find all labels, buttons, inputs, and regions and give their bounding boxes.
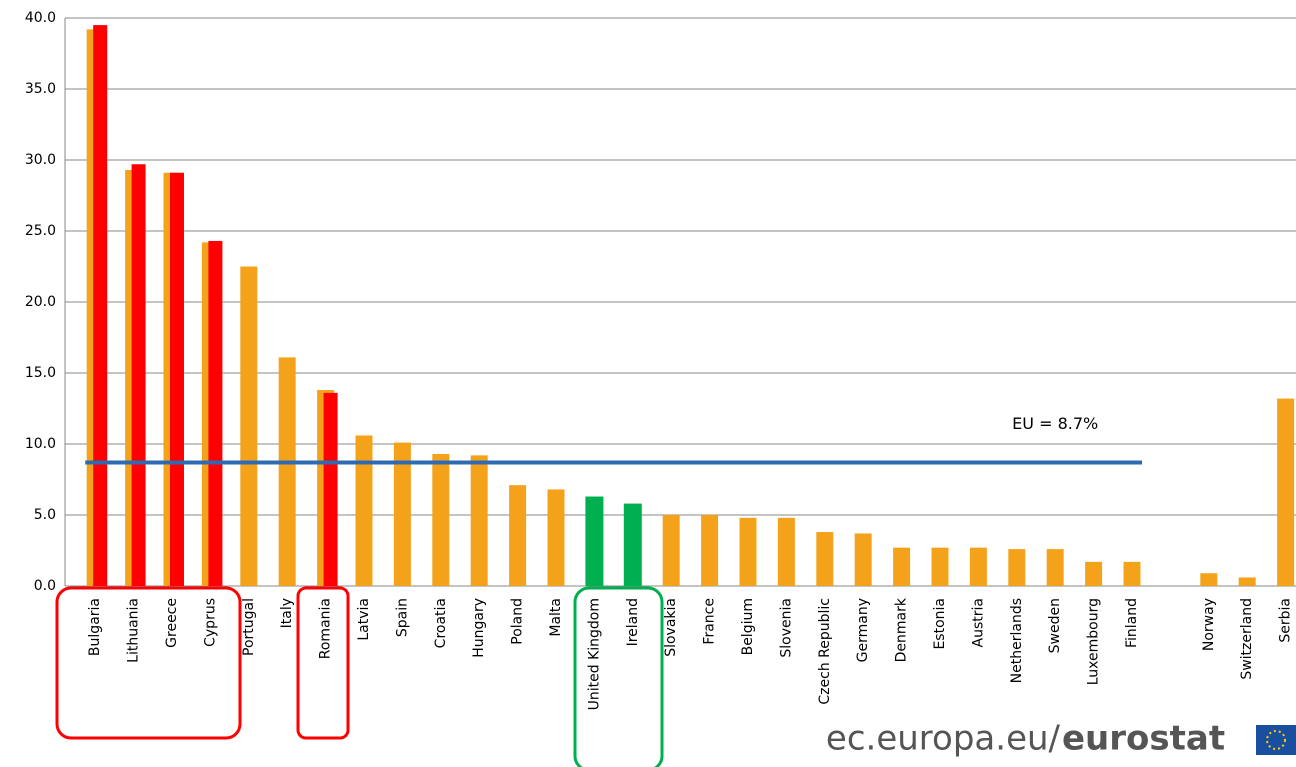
x-tick-label: Sweden: [1047, 598, 1063, 653]
x-tick-label: Lithuania: [126, 598, 142, 663]
bar: [893, 547, 911, 586]
eu-flag-stars: [1266, 730, 1286, 750]
bar: [777, 517, 795, 586]
bar: [547, 489, 565, 586]
bar: [931, 547, 949, 586]
y-tick-label: 0.0: [34, 578, 56, 594]
x-tick-label: Finland: [1124, 598, 1140, 648]
bar: [739, 517, 757, 586]
bar: [1200, 573, 1218, 586]
x-tick-label: Italy: [279, 598, 295, 628]
x-tick-label: Denmark: [894, 597, 910, 662]
bar: [662, 515, 680, 586]
grid: 0.0 5.0 10.0 15.0 20.0 25.0 30.0 35.0 40.0 Bulgar…: [25, 10, 1296, 710]
bar: [170, 172, 184, 586]
bar: [854, 533, 872, 586]
bar: [240, 266, 258, 586]
bar: [131, 164, 146, 586]
x-tick-label: Switzerland: [1239, 598, 1255, 680]
x-tick-label: Netherlands: [1009, 598, 1025, 683]
reference-label: EU = 8.7%: [1012, 414, 1098, 433]
source-brand: eurostat: [1062, 719, 1225, 759]
bar: [93, 25, 108, 587]
x-tick-label: Serbia: [1278, 598, 1294, 643]
bar: [1123, 561, 1141, 586]
bar: [623, 503, 642, 586]
x-tick-label: Estonia: [932, 598, 948, 650]
x-tick-label: Czech Republic: [817, 598, 833, 705]
bar: [432, 453, 450, 586]
bar: [969, 547, 987, 586]
x-tick-label: United Kingdom: [586, 598, 602, 710]
x-tick-label: Belgium: [740, 598, 756, 655]
bar: [1277, 398, 1295, 586]
highlight-box: [296, 586, 350, 740]
x-tick-label: Spain: [394, 598, 410, 637]
x-tick-label: Norway: [1201, 598, 1217, 651]
y-tick-label: 15.0: [25, 365, 56, 381]
x-tick-label: Bulgaria: [87, 598, 103, 656]
bar: [816, 532, 834, 586]
y-tick-label: 10.0: [25, 436, 56, 452]
y-tick-label: 5.0: [34, 507, 56, 523]
x-tick-label: Slovakia: [663, 598, 679, 657]
highlight-box: [573, 586, 664, 767]
bars: [86, 25, 1295, 587]
x-tick-label: Latvia: [356, 598, 372, 641]
x-tick-label: Germany: [855, 598, 871, 662]
x-tick-label: Cyprus: [202, 598, 218, 647]
x-tick-label: Romania: [318, 598, 334, 659]
x-tick-label: Ireland: [625, 598, 641, 646]
bar: [323, 392, 338, 586]
x-tick-label: Greece: [164, 598, 180, 648]
bar: [1085, 561, 1103, 586]
y-tick-label: 30.0: [25, 152, 56, 168]
x-tick-label: Portugal: [241, 598, 257, 656]
bar: [278, 357, 296, 586]
x-tick-label: Croatia: [433, 598, 449, 648]
y-tick-label: 40.0: [25, 10, 56, 26]
y-tick-label: 20.0: [25, 294, 56, 310]
x-tick-label: Malta: [548, 598, 564, 637]
x-tick-label: France: [702, 598, 718, 645]
y-tick-label: 35.0: [25, 81, 56, 97]
x-tick-label: Hungary: [471, 598, 487, 658]
bar: [208, 240, 223, 586]
bar: [1238, 577, 1256, 586]
bar: [509, 485, 527, 586]
x-tick-label: Luxembourg: [1086, 598, 1102, 685]
x-tick-label: Slovenia: [778, 598, 794, 658]
highlight-box: [55, 586, 242, 740]
bar: [393, 442, 411, 586]
y-tick-label: 25.0: [25, 223, 56, 239]
x-tick-label: Austria: [970, 598, 986, 647]
x-tick-label: Poland: [510, 598, 526, 645]
bar: [1008, 549, 1026, 586]
bar: [585, 496, 604, 586]
bar: [355, 435, 373, 586]
bar: [470, 455, 488, 586]
bar: [701, 515, 719, 586]
bar: [1046, 549, 1064, 586]
eu-flag: [1256, 725, 1296, 755]
source-domain: ec.europa.eu/: [826, 719, 1061, 759]
